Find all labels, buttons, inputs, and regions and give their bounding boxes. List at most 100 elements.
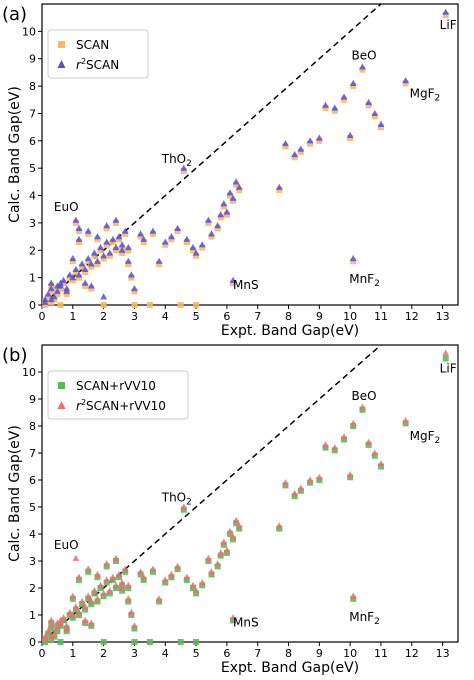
data-point: [180, 164, 188, 171]
data-point: [377, 460, 385, 467]
data-point: [149, 227, 157, 234]
x-tick-label: 3: [131, 647, 138, 660]
data-point: [193, 252, 200, 259]
data-point: [236, 187, 243, 194]
data-point: [103, 222, 111, 229]
data-point: [189, 581, 197, 588]
x-tick-label: 10: [343, 310, 357, 323]
data-point: [118, 584, 126, 591]
data-point: [82, 269, 89, 276]
y-tick-label: 2: [29, 582, 36, 595]
data-point: [41, 295, 49, 303]
data-point: [371, 113, 378, 120]
data-point: [168, 574, 175, 581]
data-point: [88, 285, 95, 292]
data-point: [220, 200, 228, 207]
data-point: [230, 617, 237, 624]
data-point: [84, 227, 92, 234]
data-point: [109, 573, 117, 580]
data-point: [112, 558, 119, 564]
data-point: [214, 225, 221, 232]
data-point: [177, 302, 184, 308]
data-point: [69, 595, 76, 602]
reference-line: [41, 344, 382, 643]
data-point: [94, 232, 101, 240]
y-tick-label: 10: [22, 25, 36, 38]
data-point: [220, 541, 227, 548]
data-point: [322, 441, 329, 448]
data-point: [63, 287, 71, 294]
data-point: [208, 568, 215, 575]
data-point: [349, 79, 357, 86]
data-point: [118, 579, 126, 586]
data-point: [109, 235, 117, 242]
y-tick-label: 1: [29, 609, 36, 622]
data-point: [88, 601, 95, 608]
data-point: [63, 628, 70, 635]
data-point: [192, 249, 200, 256]
data-point: [94, 574, 101, 581]
data-point: [81, 603, 89, 610]
data-point: [180, 503, 188, 510]
data-point: [183, 576, 190, 583]
data-point: [140, 235, 148, 242]
x-tick-label: 3: [131, 310, 138, 323]
data-point: [97, 581, 104, 588]
data-point: [45, 630, 52, 637]
y-tick-label: 4: [29, 190, 36, 203]
data-point: [168, 236, 175, 243]
data-point: [149, 565, 157, 572]
data-point: [90, 587, 98, 594]
data-point: [124, 243, 132, 251]
data-point: [402, 77, 410, 84]
data-point: [183, 235, 191, 242]
y-tick-label: 6: [29, 474, 36, 487]
data-point: [340, 93, 348, 100]
data-point: [322, 101, 329, 108]
x-tick-label: 2: [100, 647, 107, 660]
y-tick-label: 2: [29, 244, 36, 257]
data-point: [54, 624, 61, 632]
data-point: [79, 263, 86, 270]
data-point: [131, 288, 138, 295]
data-point: [291, 150, 299, 158]
legend-marker: [57, 401, 66, 409]
data-point: [226, 192, 233, 199]
data-point: [72, 219, 79, 226]
data-point: [140, 573, 148, 580]
y-tick-label: 7: [29, 447, 36, 460]
data-point: [50, 293, 58, 300]
data-point: [72, 265, 80, 273]
data-point: [232, 516, 240, 524]
data-point: [97, 585, 104, 591]
data-point: [72, 216, 80, 223]
data-point: [137, 571, 144, 578]
data-point: [131, 622, 138, 629]
data-point: [199, 244, 206, 251]
data-point: [214, 222, 222, 229]
x-tick-label: 6: [223, 310, 230, 323]
data-point: [97, 243, 104, 251]
data-point: [103, 241, 110, 248]
data-point: [84, 592, 92, 599]
data-point: [97, 247, 104, 254]
data-point: [377, 124, 384, 131]
data-point: [124, 595, 132, 602]
data-point: [125, 598, 132, 605]
data-point: [115, 570, 123, 578]
data-point: [47, 295, 55, 303]
data-point: [72, 554, 80, 561]
data-point: [193, 590, 200, 597]
panel-label: (b): [2, 345, 27, 366]
data-point: [57, 279, 64, 286]
data-point: [220, 538, 228, 545]
data-point: [90, 249, 98, 256]
data-point: [100, 593, 107, 600]
data-point: [125, 585, 132, 591]
data-point: [230, 536, 237, 543]
data-point: [72, 603, 80, 610]
data-point: [47, 279, 55, 286]
data-point: [94, 260, 101, 267]
data-point: [442, 11, 449, 18]
x-tick-label: 8: [285, 310, 292, 323]
